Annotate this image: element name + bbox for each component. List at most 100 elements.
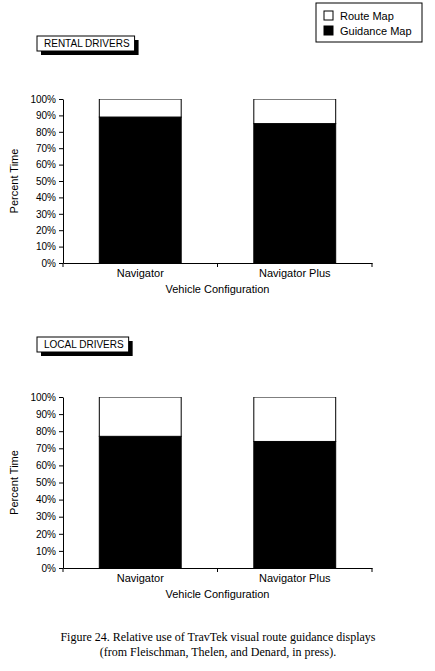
legend-label: Guidance Map [340,25,412,37]
chart-title: LOCAL DRIVERS [44,339,124,350]
figure: RENTAL DRIVERS 0% 10% 20% 30% 40% 50% 60% 70% 80%… [0,0,435,671]
y-tick-mark [59,230,63,231]
y-tick-mark [59,551,63,552]
title-frame [37,337,129,352]
y-tick: 100% [30,94,63,105]
y-tick-mark [59,132,63,133]
y-tick: 20% [36,225,63,236]
y-tick-mark [59,99,63,100]
category-divider [372,263,373,267]
y-tick: 80% [36,426,63,437]
y-tick-mark [59,500,63,501]
y-tick-label: 80% [36,127,56,138]
caption: Figure 24. Relative use of TravTek visua… [60,630,375,659]
caption-line: (from Fleischman, Thelen, and Denard, in… [100,645,336,659]
title-box: LOCAL DRIVERS [37,337,133,356]
bar-segment [254,124,336,263]
y-tick-label: 0% [42,258,57,269]
y-tick: 40% [36,494,63,505]
y-tick: 60% [36,460,63,471]
y-tick-mark [59,568,63,569]
y-tick: 90% [36,110,63,121]
y-tick-mark [59,148,63,149]
bar-segment [99,436,181,568]
category-divider [63,263,64,267]
y-tick: 50% [36,176,63,187]
y-tick-label: 50% [36,176,56,187]
y-tick: 10% [36,241,63,252]
bars [99,99,335,263]
y-tick: 20% [36,529,63,540]
y-tick: 70% [36,443,63,454]
x-tick-label: Navigator Plus [259,572,331,584]
y-tick-mark [59,534,63,535]
y-tick-label: 50% [36,477,56,488]
y-tick-label: 70% [36,143,56,154]
y-tick-label: 60% [36,460,56,471]
y-tick-mark [59,414,63,415]
legend-swatch [324,11,333,20]
x-tick: Navigator Plus [259,267,331,279]
y-tick-mark [59,431,63,432]
x-tick: Navigator [117,572,164,584]
bars [99,397,335,568]
caption-line: Figure 24. Relative use of TravTek visua… [60,630,375,644]
category-divider [63,568,64,572]
y-tick: 30% [36,209,63,220]
y-axis: 0%10%20%30%40%50%60%70%80%90%100% [30,392,63,574]
y-tick-label: 30% [36,511,56,522]
y-tick-label: 90% [36,110,56,121]
y-axis-line [63,100,64,264]
y-tick-label: 0% [42,563,57,574]
bar-segment [99,397,181,436]
y-tick-mark [59,214,63,215]
y-axis-title: Percent Time [8,450,20,515]
legend-box [316,3,422,42]
y-axis: 0%10%20%30%40%50%60%70%80%90%100% [30,94,63,269]
chart: RENTAL DRIVERS0%10%20%30%40%50%60%70%80%… [8,36,373,295]
y-tick-mark [59,247,63,248]
category-divider [217,568,218,572]
y-tick-mark [59,397,63,398]
y-tick: 10% [36,546,63,557]
y-tick-label: 10% [36,241,56,252]
y-tick-label: 80% [36,426,56,437]
y-tick-mark [59,197,63,198]
y-tick-label: 60% [36,159,56,170]
title-box: RENTAL DRIVERS [37,36,139,55]
y-tick: 90% [36,409,63,420]
category-divider [217,263,218,267]
y-tick: 60% [36,159,63,170]
x-tick-label: Navigator Plus [259,267,331,279]
y-tick-label: 30% [36,209,56,220]
y-tick-label: 90% [36,409,56,420]
x-tick: Navigator [117,267,164,279]
y-tick: 50% [36,477,63,488]
y-tick-mark [59,517,63,518]
y-tick-mark [59,263,63,264]
x-axis: Navigator Navigator Plus [64,569,373,584]
x-tick-label: Navigator [117,267,164,279]
legend: Route Map Guidance Map [316,3,422,42]
bar-segment [99,117,181,263]
category-divider [372,568,373,572]
y-tick-label: 20% [36,225,56,236]
chart-title: RENTAL DRIVERS [44,38,130,49]
y-axis-line [63,398,64,569]
bar-segment [254,441,336,568]
y-tick: 0% [42,258,63,269]
y-tick: 70% [36,143,63,154]
bar-segment [254,397,336,441]
bar-segment [99,99,181,117]
y-tick-mark [59,181,63,182]
chart: LOCAL DRIVERS 0% 10% 20% 30% 40% 50% 60% 70% 80% 9… [8,337,373,600]
title-frame [37,36,135,51]
y-tick-label: 10% [36,546,56,557]
y-tick: 0% [42,563,63,574]
x-axis: Navigator Navigator Plus [64,264,373,279]
y-tick-label: 100% [30,94,56,105]
legend-swatch [324,26,333,35]
legend-label: Route Map [340,10,394,22]
y-tick-mark [59,465,63,466]
x-tick: Navigator Plus [259,572,331,584]
